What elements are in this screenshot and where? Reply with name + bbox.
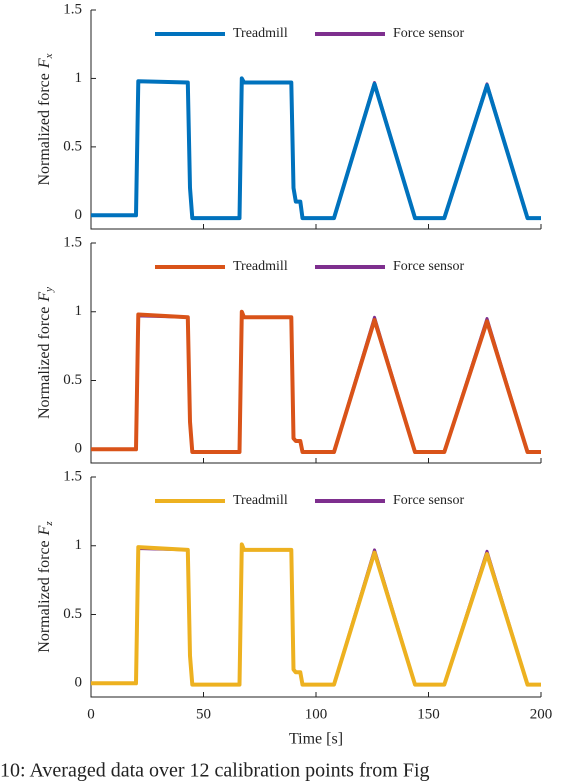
- y-label-subscript: x: [43, 53, 55, 59]
- series-line: [91, 314, 541, 454]
- y-tick-label: 1.5: [63, 1, 82, 17]
- legend-label: Treadmill: [233, 26, 288, 41]
- legend-label: Force sensor: [393, 259, 464, 274]
- y-tick-label: 1.5: [63, 234, 82, 250]
- y-tick-label: 1.5: [63, 468, 82, 484]
- series-line: [91, 79, 541, 220]
- axis-line: [90, 243, 541, 464]
- y-tick-label: 0: [75, 675, 83, 691]
- y-axis-label: Normalized force Fx: [36, 53, 55, 185]
- y-tick-label: 1: [75, 303, 83, 319]
- axis-line: [90, 10, 541, 230]
- series-line: [91, 542, 541, 687]
- x-tick-label: 150: [417, 706, 440, 722]
- series-line: [91, 309, 541, 454]
- x-axis-label: Time [s]: [289, 731, 343, 748]
- y-axis-label: Normalized force Fz: [36, 521, 55, 653]
- y-axis-label: Normalized force Fy: [36, 287, 55, 419]
- y-label-text: Normalized force: [36, 307, 53, 419]
- y-tick-label: 1: [75, 537, 83, 553]
- y-label-subscript: y: [43, 287, 55, 293]
- y-tick-label: 0.5: [63, 606, 82, 622]
- caption: 10: Averaged data over 12 calibration po…: [0, 760, 430, 782]
- y-label-subscript: z: [43, 521, 55, 527]
- y-tick-label: 0: [75, 207, 83, 223]
- y-label-text: Normalized force: [36, 540, 53, 652]
- y-tick-label: 0.5: [63, 372, 82, 388]
- axis-line: [90, 477, 541, 698]
- series-line: [91, 76, 541, 221]
- x-tick-label: 50: [196, 706, 211, 722]
- y-tick-label: 1: [75, 70, 83, 86]
- y-tick-label: 0: [75, 441, 83, 457]
- x-tick-label: 0: [87, 706, 95, 722]
- y-label-text: Normalized force: [36, 73, 53, 185]
- legend-label: Treadmill: [233, 259, 288, 274]
- y-label-symbol: F: [36, 292, 53, 303]
- x-tick-label: 100: [305, 706, 328, 722]
- y-label-symbol: F: [36, 525, 53, 536]
- y-tick-label: 0.5: [63, 138, 82, 154]
- legend-label: Treadmill: [233, 493, 288, 508]
- legend-label: Force sensor: [393, 26, 464, 41]
- series-line: [91, 547, 541, 687]
- y-label-symbol: F: [36, 58, 53, 69]
- legend-label: Force sensor: [393, 493, 464, 508]
- x-tick-label: 200: [530, 706, 553, 722]
